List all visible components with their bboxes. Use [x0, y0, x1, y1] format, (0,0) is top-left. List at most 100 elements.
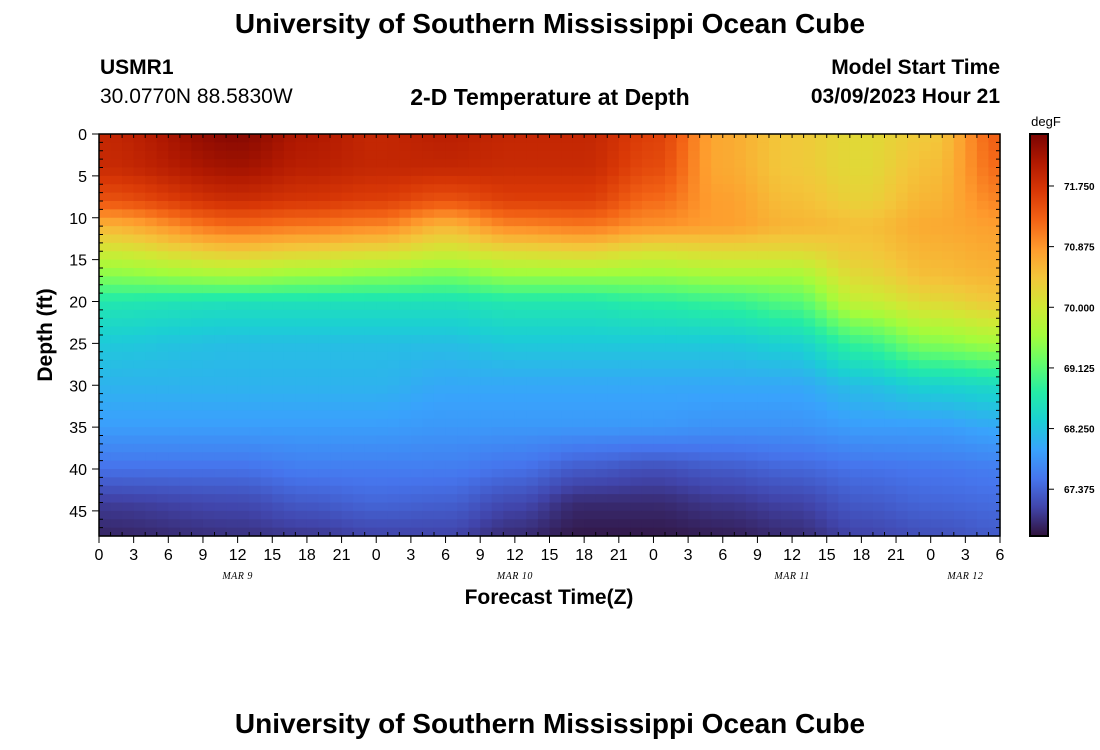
- heatmap-cell: [919, 519, 932, 529]
- heatmap-cell: [410, 301, 424, 311]
- heatmap-cell: [226, 452, 239, 462]
- heatmap-cell: [122, 242, 135, 252]
- heatmap-cell: [179, 485, 193, 495]
- heatmap-cell: [561, 159, 574, 169]
- heatmap-cell: [953, 184, 966, 194]
- heatmap-cell: [226, 251, 239, 261]
- heatmap-cell: [965, 393, 978, 403]
- heatmap-cell: [976, 268, 990, 277]
- heatmap-cell: [341, 184, 354, 194]
- heatmap-cell: [376, 192, 389, 202]
- heatmap-cell: [607, 368, 620, 378]
- heatmap-cell: [191, 293, 204, 303]
- heatmap-cell: [988, 150, 1001, 160]
- heatmap-cell: [549, 510, 562, 520]
- x-tick-label: 15: [818, 547, 836, 564]
- heatmap-cell: [422, 402, 435, 411]
- heatmap-cell: [792, 502, 805, 512]
- heatmap-cell: [318, 385, 331, 395]
- heatmap-cell: [965, 276, 978, 286]
- heatmap-cell: [618, 460, 631, 470]
- heatmap-cell: [480, 167, 493, 177]
- heatmap-cell: [260, 343, 273, 353]
- heatmap-cell: [457, 293, 470, 303]
- heatmap-cell: [665, 360, 678, 370]
- heatmap-cell: [572, 494, 585, 504]
- heatmap-cell: [896, 351, 909, 361]
- heatmap-cell: [976, 393, 990, 403]
- heatmap-cell: [330, 192, 343, 202]
- heatmap-cell: [341, 368, 354, 378]
- heatmap-cell: [514, 142, 527, 152]
- heatmap-cell: [930, 159, 943, 169]
- heatmap-cell: [953, 452, 966, 462]
- heatmap-cell: [226, 301, 239, 311]
- heatmap-cell: [306, 251, 320, 261]
- heatmap-cell: [410, 410, 424, 420]
- heatmap-cell: [99, 443, 112, 453]
- heatmap-cell: [260, 217, 273, 227]
- heatmap-cell: [641, 159, 655, 169]
- heatmap-cell: [99, 276, 112, 286]
- heatmap-cell: [665, 242, 678, 252]
- heatmap-cell: [641, 259, 655, 269]
- heatmap-cell: [433, 259, 447, 269]
- heatmap-cell: [988, 435, 1001, 445]
- heatmap-cell: [826, 494, 839, 504]
- heatmap-cell: [699, 242, 712, 252]
- heatmap-cell: [549, 259, 562, 269]
- heatmap-cell: [803, 251, 816, 261]
- heatmap-cell: [503, 184, 516, 194]
- heatmap-cell: [641, 435, 655, 445]
- heatmap-cell: [641, 335, 655, 344]
- heatmap-cell: [306, 418, 320, 428]
- heatmap-cell: [237, 309, 250, 319]
- heatmap-cell: [318, 452, 331, 462]
- heatmap-cell: [965, 452, 978, 462]
- heatmap-cell: [214, 418, 227, 428]
- heatmap-cell: [976, 435, 990, 445]
- heatmap-cell: [168, 142, 181, 152]
- heatmap-cell: [584, 418, 597, 428]
- heatmap-cell: [306, 134, 320, 143]
- heatmap-cell: [168, 167, 181, 177]
- heatmap-cell: [884, 326, 897, 336]
- heatmap-cell: [191, 368, 204, 378]
- heatmap-cell: [179, 318, 193, 328]
- heatmap-cell: [976, 201, 990, 210]
- heatmap-cell: [976, 427, 990, 437]
- heatmap-cell: [457, 276, 470, 286]
- heatmap-cell: [942, 293, 955, 303]
- heatmap-cell: [99, 460, 112, 470]
- heatmap-cell: [965, 527, 978, 537]
- heatmap-cell: [953, 343, 966, 353]
- heatmap-cell: [503, 485, 516, 495]
- heatmap-cell: [572, 469, 585, 478]
- heatmap-cell: [110, 477, 123, 487]
- heatmap-cell: [919, 251, 932, 261]
- heatmap-cell: [491, 268, 504, 277]
- heatmap-cell: [549, 192, 562, 202]
- heatmap-cell: [665, 527, 678, 537]
- heatmap-cell: [156, 326, 169, 336]
- heatmap-cell: [399, 201, 412, 210]
- heatmap-cell: [745, 485, 759, 495]
- heatmap-cell: [330, 159, 343, 169]
- heatmap-cell: [919, 335, 932, 344]
- heatmap-cell: [503, 134, 516, 143]
- heatmap-cell: [861, 259, 874, 269]
- heatmap-cell: [422, 184, 435, 194]
- heatmap-cell: [757, 217, 770, 227]
- heatmap-cell: [780, 201, 793, 210]
- heatmap-cell: [826, 309, 839, 319]
- heatmap-cell: [768, 385, 782, 395]
- heatmap-cell: [237, 134, 250, 143]
- heatmap-cell: [976, 485, 990, 495]
- heatmap-cell: [653, 443, 666, 453]
- heatmap-cell: [722, 142, 735, 152]
- heatmap-cell: [665, 184, 678, 194]
- heatmap-cell: [272, 142, 285, 152]
- heatmap-cell: [387, 452, 400, 462]
- heatmap-cell: [641, 393, 655, 403]
- heatmap-cell: [595, 485, 608, 495]
